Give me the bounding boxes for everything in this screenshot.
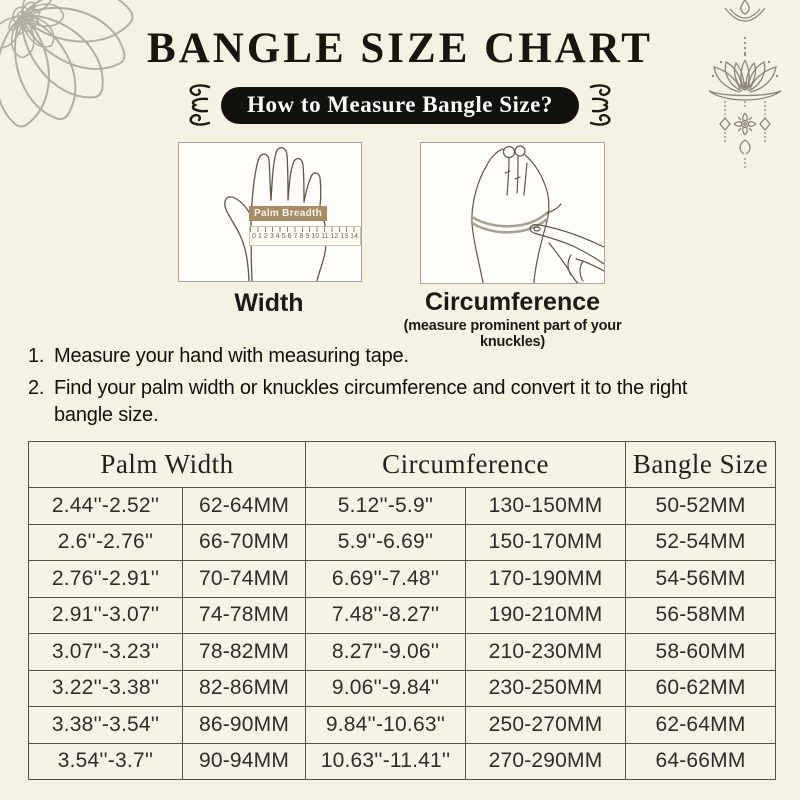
table-cell: 52-54MM [625,523,777,561]
table-cell: 62-64MM [181,487,307,525]
table-cell: 64-66MM [625,742,777,780]
table-cell: 6.69''-7.48'' [305,560,467,598]
table-header: Palm Width Circumference Bangle Size [27,441,777,488]
table-cell: 9.06''-9.84'' [305,669,467,707]
circumference-caption-main: Circumference [424,288,601,316]
table-cell: 210-230MM [465,633,627,671]
table-cell: 2.6''-2.76'' [28,523,183,561]
right-flourish-icon [589,84,611,126]
ruler-numbers: 0 1 2 3 4 5 6 7 8 9 10 11 12 13 14 [250,233,360,240]
ruler: 0 1 2 3 4 5 6 7 8 9 10 11 12 13 14 [249,226,361,246]
table-cell: 190-210MM [465,596,627,634]
left-flourish-icon [189,84,211,126]
size-table-wrapper: Palm Width Circumference Bangle Size 2.44'… [27,441,777,780]
column-header: Palm Width [27,441,307,488]
circumference-caption: Circumference (measure prominent part of… [370,288,655,350]
ruler-number: 3 [269,233,274,240]
ruler-number: 5 [281,233,286,240]
table-cell: 60-62MM [625,669,777,707]
instruction-text: Find your palm width or knuckles circumf… [54,377,688,426]
table-body: 2.44''-2.52'' 62-64MM 5.12''-5.9'' 130-150M… [28,487,777,780]
table-cell: 2.44''-2.52'' [28,487,183,525]
table-cell: 58-60MM [625,633,777,671]
table-row: 3.07''-3.23'' 78-82MM 8.27''-9.06'' 210-230… [28,633,777,671]
column-header: Circumference [305,441,627,488]
table-cell: 250-270MM [465,706,627,744]
width-measure-illustration: Palm Breadth 0 1 2 3 4 5 6 7 8 9 10 11 12 13 14 [178,142,362,282]
instruction-list: 1. Measure your hand with measuring tape.… [28,343,773,434]
table-cell: 90-94MM [181,742,307,780]
table-cell: 54-56MM [625,560,777,598]
table-cell: 8.27''-9.06'' [305,633,467,671]
ruler-number: 7 [293,233,298,240]
table-cell: 5.12''-5.9'' [305,487,467,525]
circumference-measure-illustration [420,142,605,284]
hand-ruler-drawing-icon [224,146,327,281]
table-row: 2.6''-2.76'' 66-70MM 5.9''-6.69'' 150-170MM… [28,523,777,561]
ruler-number: 12 [330,233,339,240]
table-cell: 7.48''-8.27'' [305,596,467,634]
circumference-subcaption: (measure prominent part of your knuckles… [403,318,622,350]
table-cell: 66-70MM [181,523,307,561]
ruler-label: Palm Breadth [249,206,328,221]
ruler-number: 13 [340,233,349,240]
instruction-number: 1. [28,345,45,367]
table-cell: 9.84''-10.63'' [305,706,467,744]
ruler-number: 14 [350,233,358,240]
table-cell: 2.76''-2.91'' [28,560,183,598]
table-row: 3.22''-3.38'' 82-86MM 9.06''-9.84'' 230-250… [28,669,777,707]
ruler-number: 1 [257,233,262,240]
instruction-item: 2. Find your palm width or knuckles circu… [28,375,773,429]
how-to-measure-banner: How to Measure Bangle Size? [221,86,579,124]
ruler-number: 4 [275,233,280,240]
table-cell: 78-82MM [181,633,307,671]
table-cell: 86-90MM [181,706,307,744]
table-cell: 74-78MM [181,596,307,634]
table-cell: 56-58MM [625,596,777,634]
ruler-number: 6 [287,233,292,240]
table-cell: 3.38''-3.54'' [28,706,183,744]
table-row: 3.54''-3.7'' 90-94MM 10.63''-11.41'' 270-29… [28,742,777,780]
width-caption: Width [234,289,304,317]
instruction-item: 1. Measure your hand with measuring tape. [28,343,773,370]
table-cell: 62-64MM [625,706,777,744]
table-header-row: Palm Width Circumference Bangle Size [27,441,777,488]
banner-text: How to Measure Bangle Size? [247,92,553,117]
table-cell: 130-150MM [465,487,627,525]
table-cell: 170-190MM [465,560,627,598]
table-cell: 3.07''-3.23'' [28,633,183,671]
table-cell: 70-74MM [181,560,307,598]
table-cell: 270-290MM [465,742,627,780]
table-cell: 50-52MM [625,487,777,525]
instruction-text: Measure your hand with measuring tape. [54,345,409,367]
table-row: 2.76''-2.91'' 70-74MM 6.69''-7.48'' 170-190… [28,560,777,598]
hand-tape-drawing-icon [470,145,604,283]
table-row: 3.38''-3.54'' 86-90MM 9.84''-10.63'' 250-27… [28,706,777,744]
column-header: Bangle Size [625,441,777,488]
table-cell: 3.22''-3.38'' [28,669,183,707]
ruler-number: 8 [299,233,304,240]
table-row: 2.44''-2.52'' 62-64MM 5.12''-5.9'' 130-150M… [28,487,777,525]
table-cell: 82-86MM [181,669,307,707]
ruler-number: 11 [321,233,329,240]
banner-row: How to Measure Bangle Size? [0,82,800,128]
table-cell: 2.91''-3.07'' [28,596,183,634]
instruction-number: 2. [28,377,45,399]
ruler-number: 2 [263,233,268,240]
table-cell: 5.9''-6.69'' [305,523,467,561]
ruler-number: 9 [305,233,310,240]
ruler-number: 10 [311,233,320,240]
table-row: 2.91''-3.07'' 74-78MM 7.48''-8.27'' 190-210… [28,596,777,634]
table-cell: 3.54''-3.7'' [28,742,183,780]
table-cell: 150-170MM [465,523,627,561]
table-cell: 230-250MM [465,669,627,707]
page-title: BANGLE SIZE CHART [147,25,653,72]
ruler-number: 0 [252,233,256,240]
table-cell: 10.63''-11.41'' [305,742,467,780]
bangle-size-table: Palm Width Circumference Bangle Size 2.44'… [27,441,777,780]
